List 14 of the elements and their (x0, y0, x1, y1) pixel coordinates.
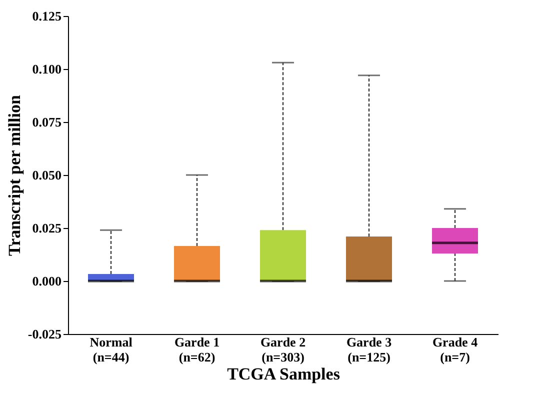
y-tick-label: 0.050 (32, 168, 62, 182)
y-tick-label: 0.100 (32, 62, 62, 76)
y-tick-label: 0.075 (32, 114, 62, 130)
x-tick-label: Grade 4 (n=7) (432, 334, 478, 364)
x-axis-title: TCGA Samples (227, 364, 340, 384)
y-axis-title: Transcript per million (4, 94, 24, 256)
y-tick-label: -0.025 (28, 326, 62, 342)
x-tick-label: Garde 2 (n=303) (260, 334, 306, 364)
y-tick-label: 0.000 (32, 274, 62, 288)
y-tick-label: 0.025 (32, 220, 62, 236)
x-tick-label: Garde 1 (n=62) (174, 334, 220, 364)
x-tick-label: Normal (n=44) (90, 334, 133, 364)
x-tick-label: Garde 3 (n=125) (346, 334, 392, 364)
y-tick-label: 0.125 (32, 8, 62, 24)
